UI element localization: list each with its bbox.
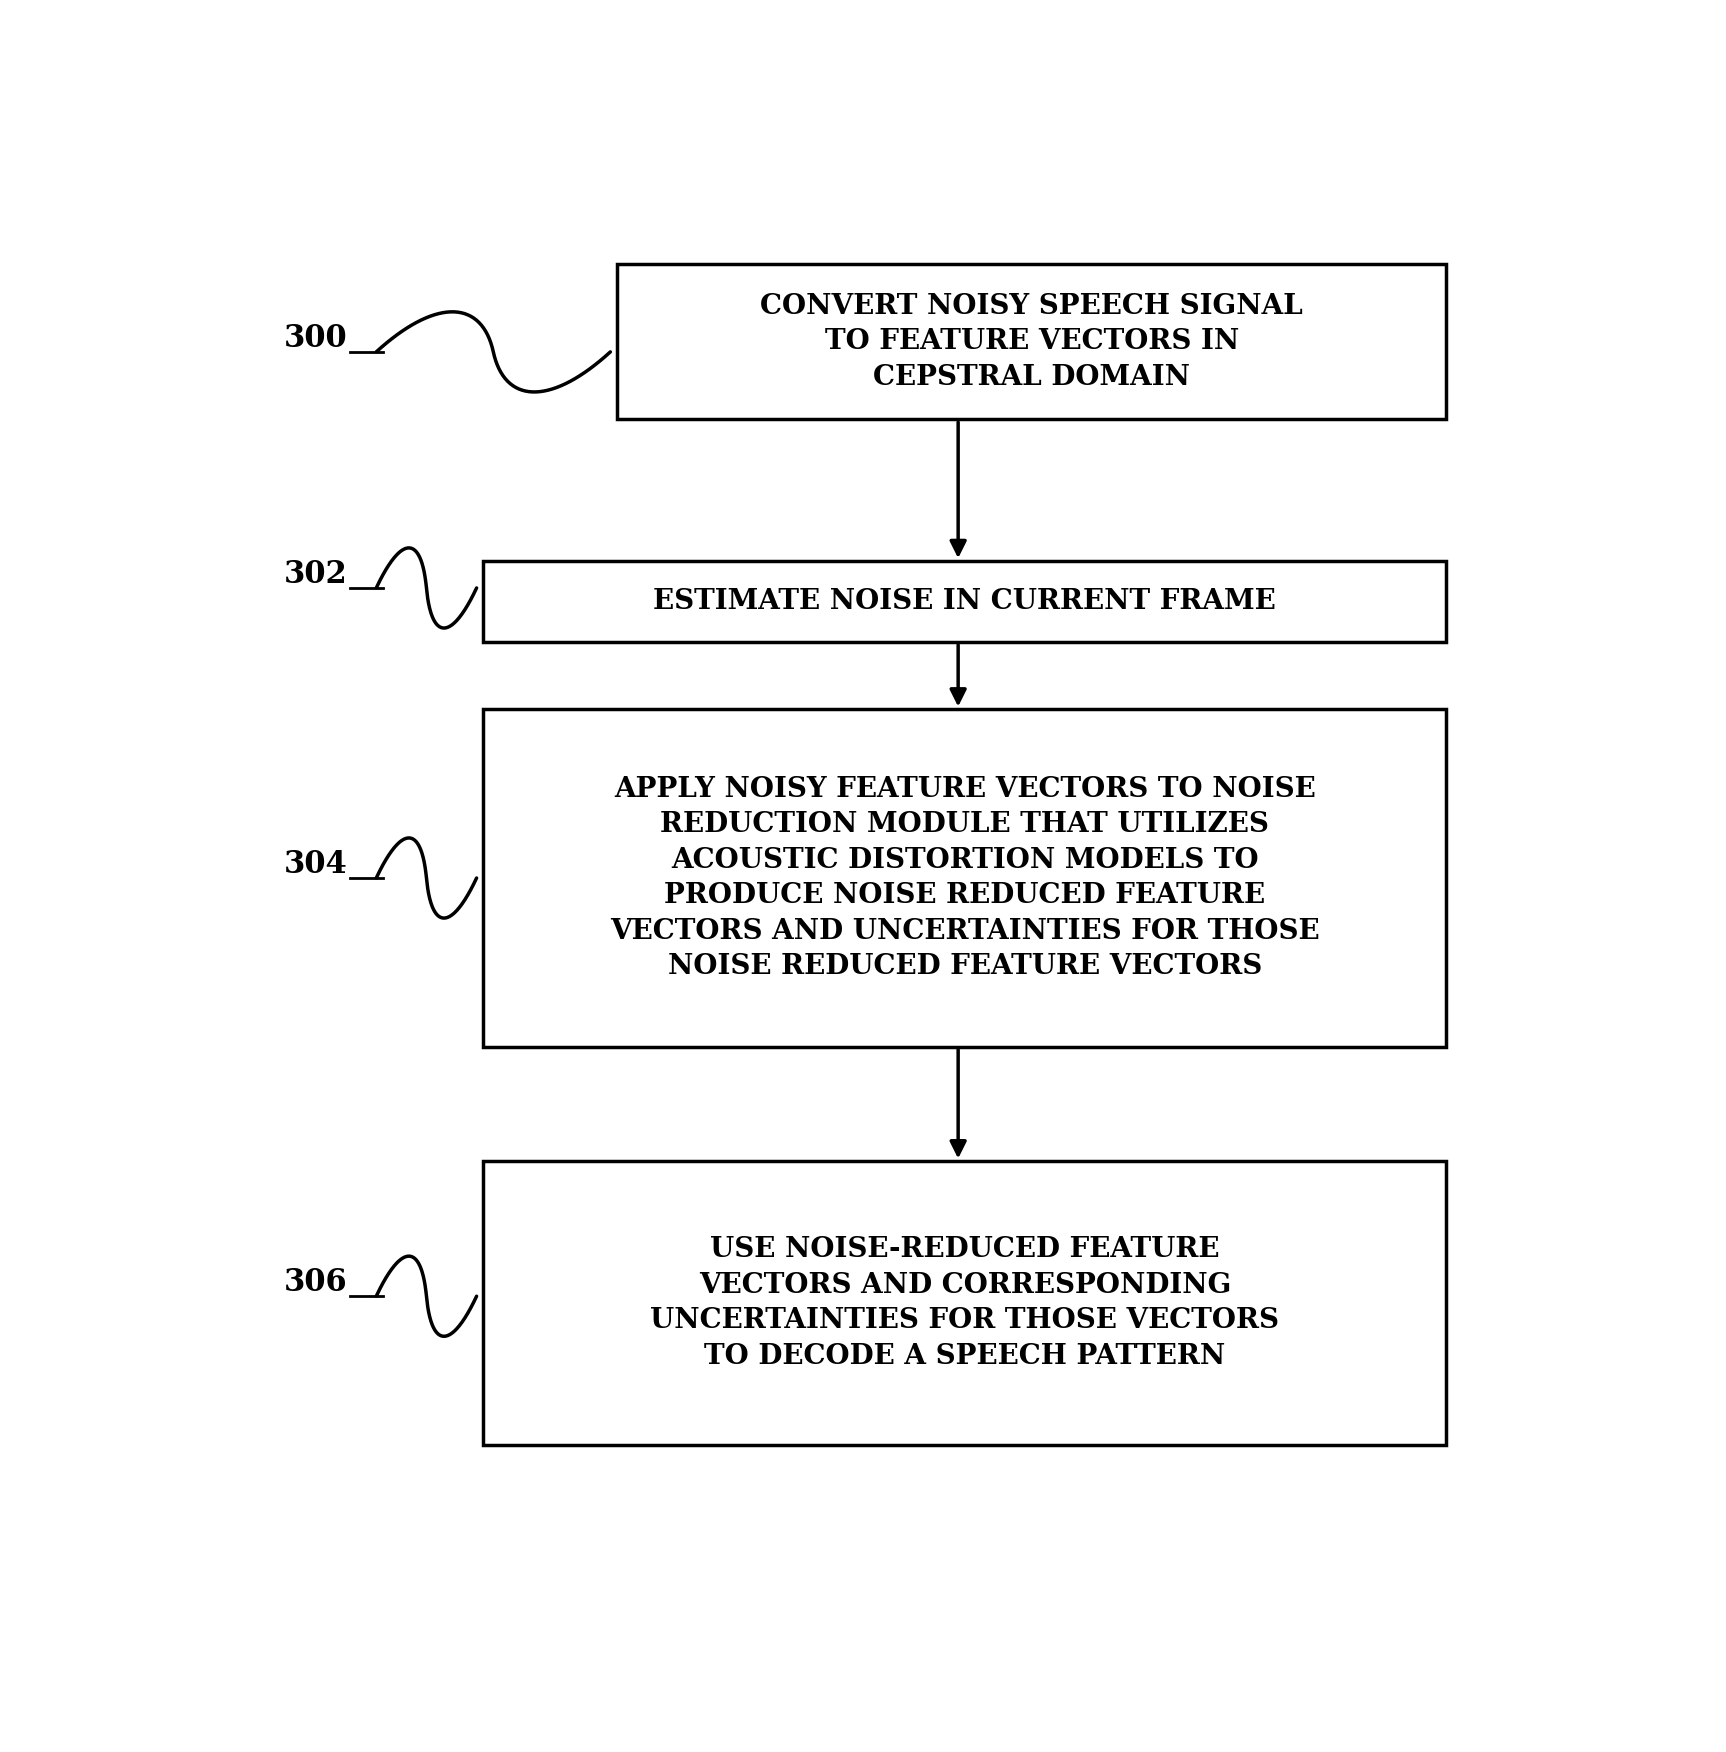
- Bar: [483, 561, 1446, 641]
- Text: 306: 306: [285, 1267, 349, 1298]
- Text: 302: 302: [285, 559, 349, 590]
- Text: 304: 304: [285, 850, 349, 880]
- Bar: [483, 1162, 1446, 1445]
- Bar: [618, 265, 1446, 419]
- Text: CONVERT NOISY SPEECH SIGNAL
TO FEATURE VECTORS IN
CEPSTRAL DOMAIN: CONVERT NOISY SPEECH SIGNAL TO FEATURE V…: [761, 293, 1303, 391]
- Text: 300: 300: [285, 322, 349, 354]
- Text: ESTIMATE NOISE IN CURRENT FRAME: ESTIMATE NOISE IN CURRENT FRAME: [654, 589, 1276, 615]
- Bar: [483, 710, 1446, 1046]
- Text: USE NOISE-REDUCED FEATURE
VECTORS AND CORRESPONDING
UNCERTAINTIES FOR THOSE VECT: USE NOISE-REDUCED FEATURE VECTORS AND CO…: [651, 1237, 1279, 1370]
- Text: APPLY NOISY FEATURE VECTORS TO NOISE
REDUCTION MODULE THAT UTILIZES
ACOUSTIC DIS: APPLY NOISY FEATURE VECTORS TO NOISE RED…: [609, 776, 1320, 979]
